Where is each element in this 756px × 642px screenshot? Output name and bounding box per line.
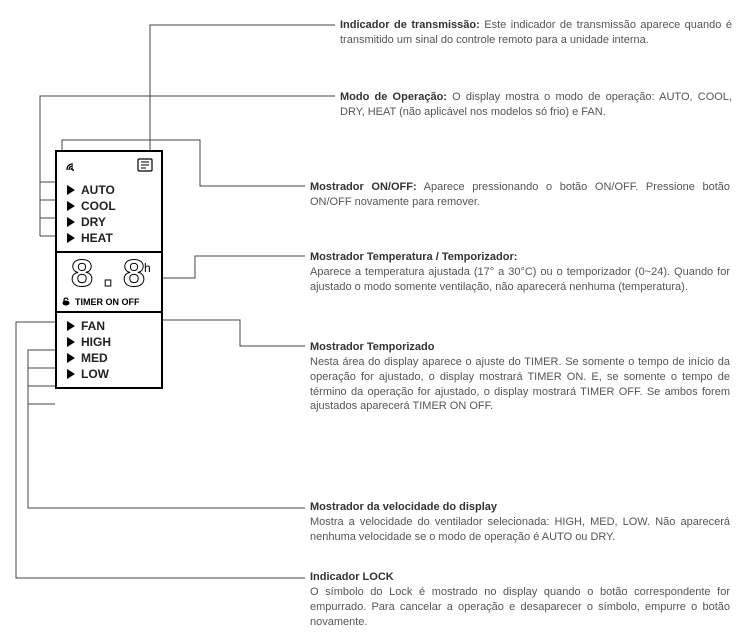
description-block-6: Indicador LOCK O símbolo do Lock é mostra… — [310, 570, 730, 629]
triangle-icon — [67, 201, 75, 211]
transmission-icon — [137, 158, 153, 177]
description-block-4: Mostrador Temporizado Nesta área do displ… — [310, 340, 730, 414]
description-block-0: Indicador de transmissão: Este indicador… — [340, 18, 732, 48]
triangle-icon — [67, 337, 75, 347]
triangle-icon — [67, 353, 75, 363]
fan-label: HIGH — [81, 335, 111, 349]
fan-label: MED — [81, 351, 108, 365]
fan-row-med: MED — [63, 351, 155, 365]
remote-fan-section: FAN HIGH MED LOW — [57, 313, 161, 387]
remote-top-section: AUTO COOL DRY HEAT — [57, 152, 161, 253]
description-block-3: Mostrador Temperatura / Temporizador: Apa… — [310, 250, 730, 295]
description-title: Mostrador ON/OFF: — [310, 181, 417, 193]
description-title: Modo de Operação: — [340, 91, 447, 103]
remote-mid-section: 8.8 h TIMER ON OFF — [57, 253, 161, 313]
signal-icon — [65, 159, 79, 177]
description-block-5: Mostrador da velocidade do display Mostra… — [310, 500, 730, 545]
description-title: Mostrador Temperatura / Temporizador: — [310, 251, 517, 263]
fan-row-high: HIGH — [63, 335, 155, 349]
description-block-2: Mostrador ON/OFF: Aparece pressionando o… — [310, 180, 730, 210]
mode-row-dry: DRY — [63, 215, 155, 229]
mode-row-auto: AUTO — [63, 183, 155, 197]
triangle-icon — [67, 233, 75, 243]
description-title: Mostrador Temporizado — [310, 341, 434, 353]
fan-label: FAN — [81, 319, 105, 333]
description-title: Mostrador da velocidade do display — [310, 501, 497, 513]
fan-row-fan: FAN — [63, 319, 155, 333]
mode-label: DRY — [81, 215, 106, 229]
temperature-digits: 8.8 h — [57, 253, 161, 297]
triangle-icon — [67, 185, 75, 195]
triangle-icon — [67, 217, 75, 227]
mode-label: HEAT — [81, 231, 113, 245]
mode-label: COOL — [81, 199, 116, 213]
triangle-icon — [67, 369, 75, 379]
mode-label: AUTO — [81, 183, 115, 197]
remote-display: AUTO COOL DRY HEAT 8.8 h TIMER ON OFF FAN HI… — [55, 150, 163, 389]
description-body: Aparece a temperatura ajustada (17° a 30… — [310, 266, 730, 293]
description-title: Indicador LOCK — [310, 571, 394, 583]
description-block-1: Modo de Operação: O display mostra o mod… — [340, 90, 732, 120]
description-body: Mostra a velocidade do ventilador seleci… — [310, 516, 730, 543]
description-title: Indicador de transmissão: — [340, 19, 480, 31]
triangle-icon — [67, 321, 75, 331]
mode-row-heat: HEAT — [63, 231, 155, 245]
description-body: O símbolo do Lock é mostrado no display … — [310, 586, 730, 628]
fan-label: LOW — [81, 367, 109, 381]
hour-label: h — [144, 263, 153, 275]
digits-value: 8.8 — [70, 254, 148, 299]
mode-row-cool: COOL — [63, 199, 155, 213]
fan-row-low: LOW — [63, 367, 155, 381]
timer-row: TIMER ON OFF — [57, 297, 161, 311]
description-body: Nesta área do display aparece o ajuste d… — [310, 356, 730, 413]
